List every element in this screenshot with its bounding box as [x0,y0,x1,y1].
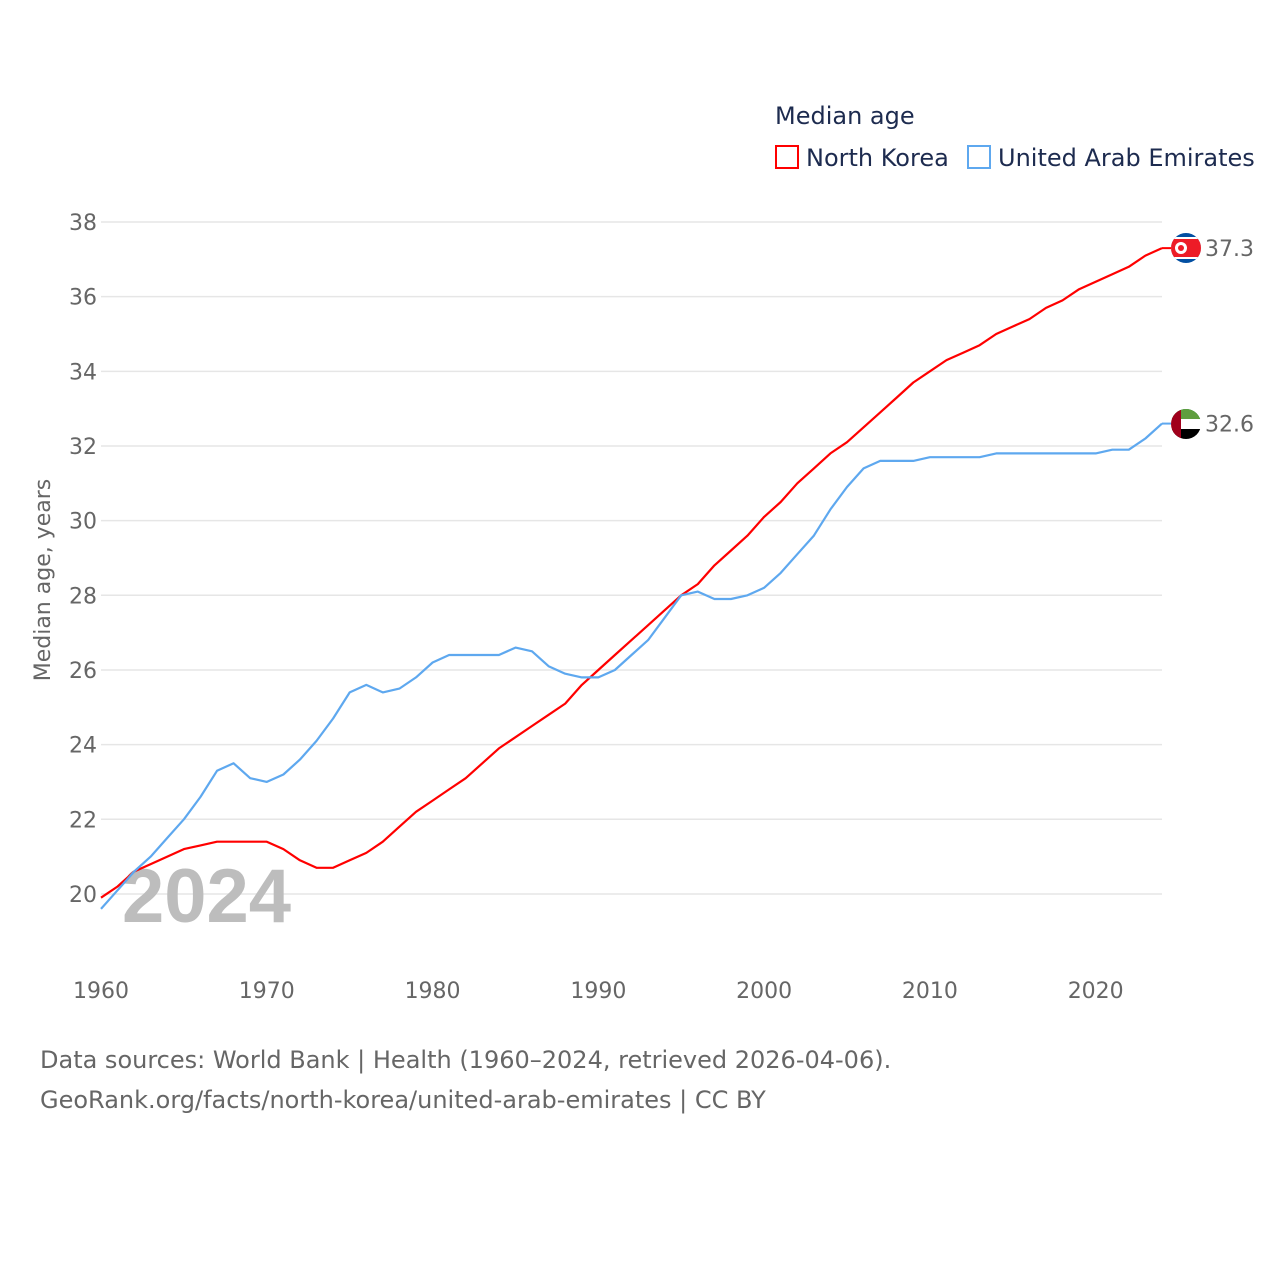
data-source-text: Data sources: World Bank | Health (1960–… [40,1046,892,1074]
series-line-north-korea [100,247,1163,899]
x-tick-label: 1980 [405,979,461,1004]
year-watermark: 2024 [122,854,291,939]
legend-item-north-korea[interactable]: North Korea [775,144,949,172]
y-tick-label: 20 [69,883,97,908]
legend-label: United Arab Emirates [998,144,1255,172]
x-tick-label: 1970 [239,979,295,1004]
y-tick-label: 30 [69,510,97,535]
y-tick-label: 34 [69,360,97,385]
north-korea-flag-icon [1171,233,1201,263]
legend-swatch [967,145,991,169]
end-value-label: 37.3 [1205,237,1254,262]
y-tick-label: 36 [69,286,97,311]
legend-swatch [775,145,799,169]
y-tick-label: 22 [69,808,97,833]
x-tick-label: 2000 [736,979,792,1004]
x-tick-label: 2010 [902,979,958,1004]
uae-flag-icon [1171,409,1201,439]
x-tick-label: 2020 [1068,979,1124,1004]
legend-label: North Korea [806,144,949,172]
y-tick-label: 32 [69,435,97,460]
legend-title: Median age [775,102,915,130]
series-line-united-arab-emirates [100,422,1163,910]
attribution-link[interactable]: GeoRank.org/facts/north-korea/united-ara… [40,1086,766,1114]
y-tick-label: 26 [69,659,97,684]
x-tick-label: 1960 [73,979,129,1004]
y-axis-label: Median age, years [31,479,56,682]
legend-item-uae[interactable]: United Arab Emirates [967,144,1255,172]
y-tick-label: 24 [69,734,97,759]
y-tick-label: 28 [69,584,97,609]
end-value-label: 32.6 [1205,413,1254,438]
x-tick-label: 1990 [570,979,626,1004]
y-tick-label: 38 [69,211,97,236]
